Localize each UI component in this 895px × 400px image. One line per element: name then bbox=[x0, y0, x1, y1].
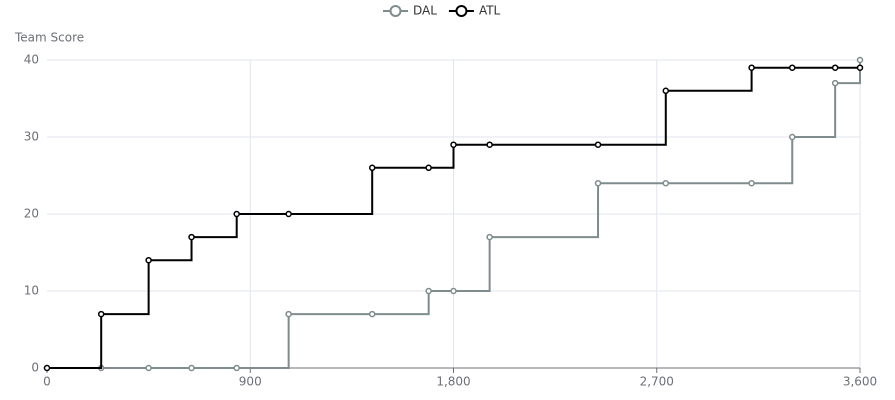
series-line bbox=[47, 60, 861, 369]
y-tick-label: 0 bbox=[31, 361, 39, 375]
point bbox=[285, 310, 292, 318]
series-line bbox=[47, 66, 860, 369]
point bbox=[450, 287, 457, 295]
point bbox=[425, 287, 432, 295]
x-tick-label: 900 bbox=[239, 375, 262, 389]
x-tick-label: 2,700 bbox=[640, 375, 674, 389]
point bbox=[233, 364, 240, 372]
x-tick-label: 3,600 bbox=[843, 375, 877, 389]
point bbox=[831, 79, 839, 87]
point bbox=[145, 256, 152, 264]
point bbox=[486, 141, 493, 148]
x-tick-label: 1,800 bbox=[436, 375, 470, 389]
point bbox=[594, 179, 602, 187]
point bbox=[831, 64, 839, 71]
point bbox=[748, 64, 755, 71]
point bbox=[43, 364, 51, 372]
point bbox=[856, 64, 864, 71]
y-tick-label: 20 bbox=[24, 207, 39, 221]
point bbox=[425, 164, 432, 172]
y-tick-label: 30 bbox=[24, 130, 39, 144]
point bbox=[748, 179, 755, 187]
y-axis-title: Team Score bbox=[14, 31, 84, 45]
point bbox=[97, 310, 105, 318]
point bbox=[368, 164, 376, 172]
point bbox=[450, 141, 457, 148]
legend-marker bbox=[455, 5, 468, 17]
point bbox=[233, 210, 240, 218]
point bbox=[856, 56, 864, 64]
point bbox=[789, 133, 796, 141]
point bbox=[486, 233, 493, 241]
point bbox=[188, 233, 195, 241]
point bbox=[188, 364, 195, 372]
point bbox=[789, 64, 796, 71]
legend-label: DAL bbox=[413, 4, 437, 18]
y-tick-label: 10 bbox=[24, 284, 39, 298]
point bbox=[662, 179, 670, 187]
legend-marker bbox=[389, 5, 402, 17]
point bbox=[594, 141, 602, 148]
point bbox=[285, 210, 292, 218]
y-tick-label: 40 bbox=[24, 53, 39, 67]
point bbox=[368, 310, 376, 318]
legend-label: ATL bbox=[479, 4, 501, 18]
x-tick-label: 0 bbox=[43, 375, 51, 389]
point bbox=[145, 364, 152, 372]
point bbox=[662, 87, 670, 95]
